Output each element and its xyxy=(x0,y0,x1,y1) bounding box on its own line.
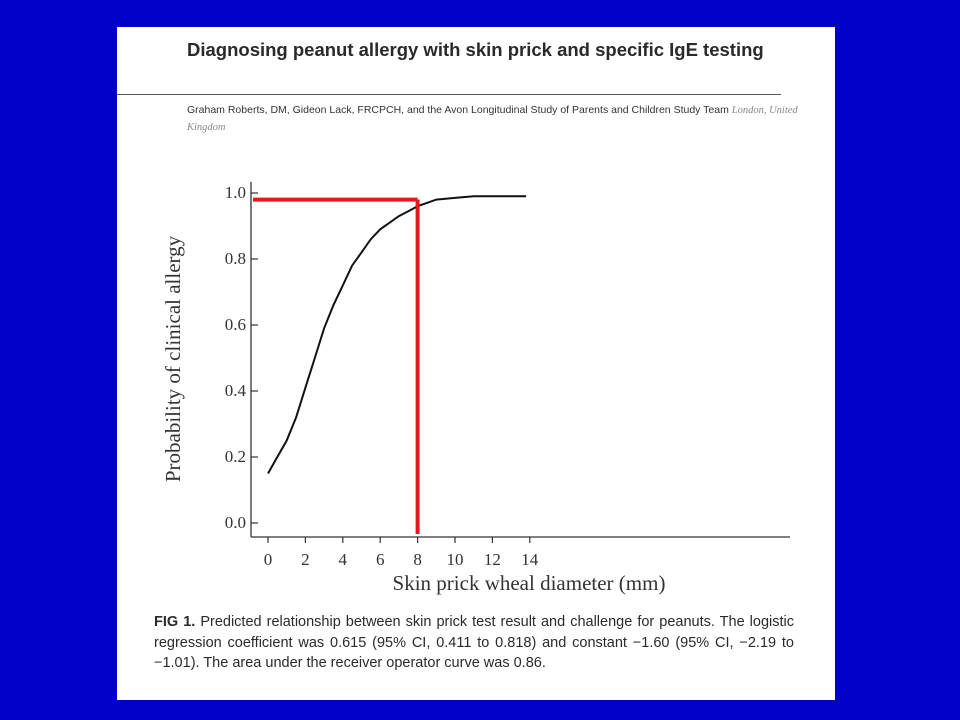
x-tick-label: 6 xyxy=(376,550,385,569)
y-tick-label: 0.8 xyxy=(225,249,246,268)
y-axis-label: Probability of clinical allergy xyxy=(161,235,185,482)
figure-label: FIG 1. xyxy=(154,614,196,630)
author-location: London, United Kingdom xyxy=(187,105,798,133)
x-tick-label: 10 xyxy=(447,550,464,569)
y-tick-label: 1.0 xyxy=(225,183,246,202)
probability-curve xyxy=(267,195,527,474)
x-tick-label: 0 xyxy=(264,550,273,569)
paper-authors: Graham Roberts, DM, Gideon Lack, FRCPCH,… xyxy=(187,102,807,136)
y-tick-label: 0.2 xyxy=(225,447,246,466)
figure-caption: FIG 1. Predicted relationship between sk… xyxy=(154,612,794,674)
paper-page: Diagnosing peanut allergy with skin pric… xyxy=(117,27,835,700)
figure-caption-text: Predicted relationship between skin pric… xyxy=(154,614,794,671)
x-tick-label: 12 xyxy=(484,550,501,569)
y-tick-label: 0.0 xyxy=(225,513,246,532)
x-tick-label: 4 xyxy=(339,550,348,569)
x-tick-label: 8 xyxy=(413,550,422,569)
x-tick-label: 2 xyxy=(301,550,310,569)
y-tick-label: 0.6 xyxy=(225,315,246,334)
paper-title: Diagnosing peanut allergy with skin pric… xyxy=(187,39,764,60)
probability-chart: 0.0 0.2 0.4 0.6 0.8 1.0 0 2 4 6 8 10 12 14 Skin prick… xyxy=(161,182,790,595)
x-tick-label: 14 xyxy=(521,550,539,569)
y-tick-label: 0.4 xyxy=(225,381,247,400)
x-axis-label: Skin prick wheal diameter (mm) xyxy=(393,571,666,595)
author-list: Graham Roberts, DM, Gideon Lack, FRCPCH,… xyxy=(187,104,729,116)
title-divider xyxy=(117,94,781,95)
